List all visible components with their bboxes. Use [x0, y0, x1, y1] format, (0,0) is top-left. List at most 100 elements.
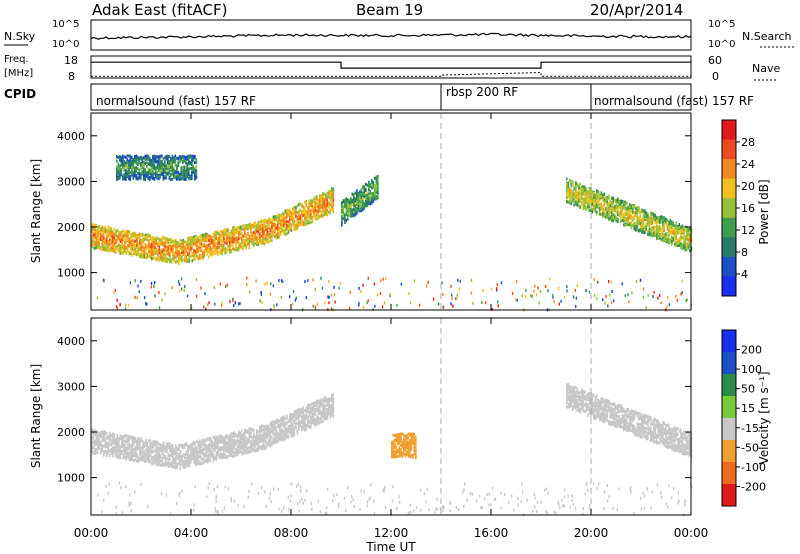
heatmap-cell	[116, 167, 118, 171]
heatmap-cell	[342, 217, 345, 221]
heatmap-cell	[327, 295, 329, 299]
heatmap-cell	[98, 434, 101, 438]
heatmap-cell	[233, 237, 236, 241]
heatmap-cell	[119, 230, 122, 234]
heatmap-cell	[298, 217, 300, 220]
heatmap-cell	[371, 201, 373, 205]
heatmap-cell	[174, 176, 177, 180]
heatmap-cell	[359, 201, 361, 205]
heatmap-cell	[149, 156, 151, 160]
heatmap-cell	[263, 237, 266, 241]
heatmap-cell	[660, 227, 663, 231]
heatmap-cell	[677, 228, 679, 232]
heatmap-cell	[590, 208, 592, 212]
heatmap-cell	[184, 255, 186, 259]
heatmap-cell	[581, 187, 583, 191]
heatmap-cell	[125, 250, 128, 254]
heatmap-cell	[301, 222, 303, 226]
heatmap-cell	[167, 165, 169, 169]
heatmap-cell	[211, 250, 213, 254]
heatmap-cell	[140, 244, 143, 248]
heatmap-cell	[316, 216, 318, 220]
heatmap-cell	[208, 239, 210, 242]
heatmap-cell	[362, 203, 364, 207]
heatmap-cell	[149, 178, 151, 182]
heatmap-cell	[277, 220, 279, 224]
heatmap-cell	[94, 429, 96, 433]
heatmap-cell	[304, 200, 306, 204]
heatmap-cell	[136, 246, 138, 249]
heatmap-cell	[190, 243, 192, 247]
heatmap-cell	[606, 206, 609, 210]
heatmap-cell	[118, 234, 120, 238]
heatmap-cell	[383, 301, 386, 305]
heatmap-cell	[163, 236, 165, 239]
heatmap-cell	[95, 435, 98, 439]
heatmap-cell	[242, 234, 245, 238]
heatmap-cell	[183, 168, 186, 172]
heatmap-cell	[515, 280, 518, 284]
heatmap-cell	[223, 237, 225, 241]
heatmap-cell	[496, 283, 498, 286]
heatmap-cell	[182, 249, 185, 253]
heatmap-cell	[195, 176, 198, 179]
heatmap-cell	[195, 278, 198, 281]
heatmap-cell	[184, 246, 186, 250]
heatmap-cell	[651, 212, 654, 216]
heatmap-cell	[98, 242, 101, 246]
heatmap-cell	[164, 245, 167, 249]
heatmap-cell	[97, 449, 99, 453]
heatmap-cell	[644, 215, 646, 219]
heatmap-cell	[113, 250, 116, 253]
heatmap-cell	[284, 218, 287, 222]
heatmap-cell	[266, 221, 269, 224]
heatmap-cell	[635, 279, 638, 283]
heatmap-cell	[351, 208, 354, 212]
heatmap-cell	[572, 180, 574, 184]
heatmap-cell	[626, 216, 628, 220]
heatmap-cell	[183, 174, 186, 178]
heatmap-cell	[170, 260, 173, 263]
heatmap-cell	[160, 243, 162, 247]
heatmap-cell	[382, 277, 384, 281]
heatmap-cell	[202, 243, 204, 246]
heatmap-cell	[365, 197, 367, 201]
heatmap-cell	[457, 278, 459, 282]
heatmap-cell	[277, 218, 279, 222]
heatmap-cell	[145, 247, 147, 251]
heatmap-cell	[157, 243, 159, 247]
heatmap-cell	[138, 173, 141, 177]
heatmap-cell	[621, 282, 623, 286]
heatmap-cell	[593, 204, 595, 208]
heatmap-cell	[377, 184, 379, 188]
heatmap-cell	[347, 217, 349, 221]
heatmap-cell	[167, 161, 169, 165]
heatmap-cell	[97, 441, 99, 445]
heatmap-cell	[360, 188, 363, 192]
heatmap-cell	[630, 213, 633, 217]
heatmap-cell	[159, 172, 162, 176]
heatmap-cell	[594, 194, 597, 198]
heatmap-cell	[142, 245, 144, 249]
heatmap-cell	[342, 208, 345, 212]
heatmap-cell	[182, 238, 185, 242]
heatmap-cell	[602, 210, 604, 214]
heatmap-cell	[569, 192, 571, 196]
heatmap-cell	[274, 227, 276, 231]
heatmap-cell	[113, 247, 116, 251]
heatmap-cell	[189, 174, 192, 178]
heatmap-cell	[123, 163, 126, 167]
heatmap-cell	[256, 240, 258, 244]
heatmap-cell	[197, 240, 200, 244]
heatmap-cell	[597, 206, 600, 210]
heatmap-cell	[144, 170, 147, 174]
heatmap-cell	[357, 195, 360, 199]
heatmap-cell	[612, 299, 615, 303]
heatmap-cell	[257, 233, 260, 237]
heatmap-cell	[663, 229, 666, 232]
heatmap-cell	[656, 216, 658, 220]
heatmap-cell	[579, 206, 582, 209]
heatmap-cell	[341, 208, 343, 212]
heatmap-cell	[256, 223, 258, 227]
heatmap-cell	[250, 236, 252, 240]
